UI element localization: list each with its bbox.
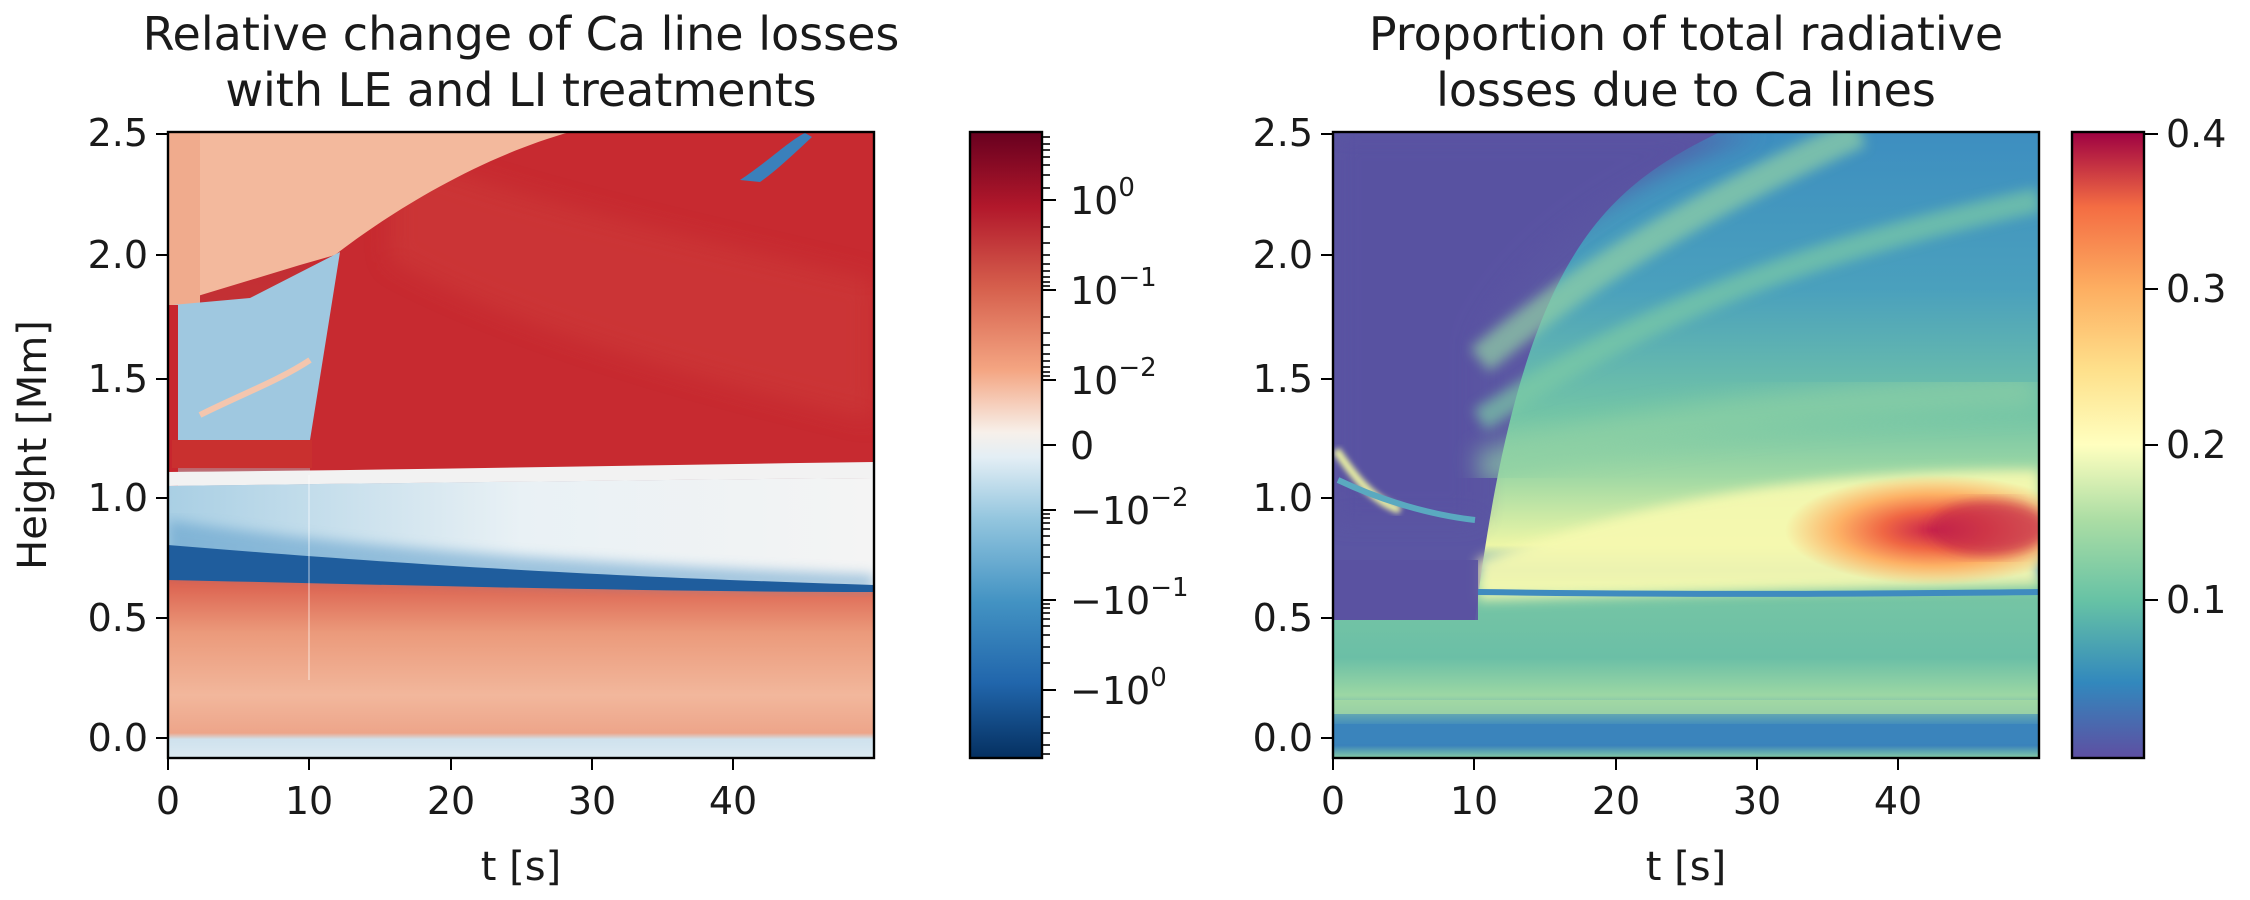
left-title-line-1: Relative change of Ca line losses [143,7,900,61]
right-y-axis: 0.0 0.5 1.0 1.5 2.0 2.5 [1253,111,1333,760]
left-colorbar-label: −10−1 [1070,573,1189,623]
right-colorbar-label: 0.1 [2166,578,2226,622]
right-xtick-label: 40 [1874,779,1922,823]
left-colorbar-label: 10−1 [1070,263,1157,313]
left-colorbar-label: 100 [1070,173,1135,223]
right-ytick-label: 0.5 [1253,596,1313,640]
right-title-line-2: losses due to Ca lines [1436,63,1936,117]
right-axes-frame [1331,130,2041,760]
right-x-axis-label: t [s] [1646,844,1726,890]
left-ytick-label: 2.5 [88,111,148,155]
left-colorbar-label: −100 [1070,663,1167,713]
right-colorbar: 0.1 0.2 0.3 0.4 [2070,112,2226,760]
left-colorbar-label: 0 [1070,424,1094,468]
right-xtick-label: 30 [1733,779,1781,823]
left-colorbar: 100 10−1 10−2 0 −10−2 −10−1 −100 [968,130,1189,760]
right-colorbar-gradient [2072,132,2144,758]
left-xtick-label: 20 [427,779,475,823]
left-xtick-label: 40 [709,779,757,823]
left-ytick-label: 1.5 [88,357,148,401]
left-xtick-label: 10 [285,779,333,823]
right-ytick-label: 2.5 [1253,111,1313,155]
right-ytick-label: 0.0 [1253,716,1313,760]
right-xtick-label: 0 [1321,779,1345,823]
right-ytick-label: 2.0 [1253,233,1313,277]
left-ytick-label: 0.0 [88,716,148,760]
right-colorbar-label: 0.3 [2166,267,2226,311]
left-y-axis-label: Height [Mm] [10,320,56,570]
left-colorbar-label: −10−2 [1070,483,1189,533]
left-x-axis: 0 10 20 30 40 t [s] [156,758,757,890]
left-xtick-label: 30 [568,779,616,823]
right-xtick-label: 10 [1450,779,1498,823]
right-xtick-label: 20 [1592,779,1640,823]
left-xtick-label: 0 [156,779,180,823]
right-colorbar-label: 0.4 [2166,112,2226,156]
left-colorbar-label: 10−2 [1070,353,1157,403]
left-panel: Relative change of Ca line losses with L… [10,7,1189,890]
right-ytick-label: 1.0 [1253,476,1313,520]
left-ytick-label: 2.0 [88,233,148,277]
left-x-axis-label: t [s] [481,844,561,890]
right-colorbar-label: 0.2 [2166,423,2226,467]
left-colorbar-gradient [970,132,1042,758]
left-y-axis: 0.0 0.5 1.0 1.5 2.0 2.5 Height [Mm] [10,111,168,760]
right-x-axis: 0 10 20 30 40 t [s] [1321,758,1922,890]
left-axes-frame [166,130,876,760]
right-panel: Proportion of total radiative losses due… [1253,7,2227,890]
right-ytick-label: 1.5 [1253,357,1313,401]
right-heatmap [1333,132,2039,758]
left-ytick-label: 0.5 [88,596,148,640]
left-ytick-label: 1.0 [88,476,148,520]
left-title-line-2: with LE and LI treatments [225,63,816,117]
right-title-line-1: Proportion of total radiative [1369,7,2003,61]
left-heatmap [168,132,874,758]
